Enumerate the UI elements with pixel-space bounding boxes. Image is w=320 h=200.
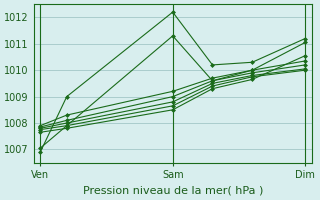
X-axis label: Pression niveau de la mer( hPa ): Pression niveau de la mer( hPa ) (83, 186, 263, 196)
